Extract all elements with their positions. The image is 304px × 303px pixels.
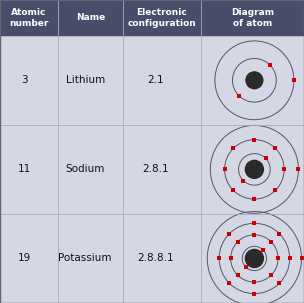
Bar	[58, 0, 123, 36]
Text: 2.8.1: 2.8.1	[142, 164, 169, 175]
Circle shape	[245, 249, 264, 268]
Text: Name: Name	[76, 13, 105, 22]
Text: Electronic
configuration: Electronic configuration	[127, 8, 196, 28]
Circle shape	[245, 160, 264, 179]
Circle shape	[245, 71, 264, 89]
Text: Diagram
of atom: Diagram of atom	[231, 8, 274, 28]
Text: 3: 3	[21, 75, 28, 85]
Bar	[0, 36, 304, 125]
Text: Atomic
number: Atomic number	[9, 8, 49, 28]
Text: 2.1: 2.1	[147, 75, 164, 85]
Bar	[0, 214, 304, 303]
Bar	[123, 0, 201, 36]
Text: 2.8.8.1: 2.8.8.1	[137, 253, 174, 264]
Text: Potassium: Potassium	[58, 253, 112, 264]
Text: Sodium: Sodium	[66, 164, 105, 175]
Text: Lithium: Lithium	[66, 75, 105, 85]
Text: 11: 11	[18, 164, 31, 175]
Bar	[201, 0, 304, 36]
Bar	[0, 125, 304, 214]
Text: 19: 19	[18, 253, 31, 264]
Bar	[0, 0, 58, 36]
